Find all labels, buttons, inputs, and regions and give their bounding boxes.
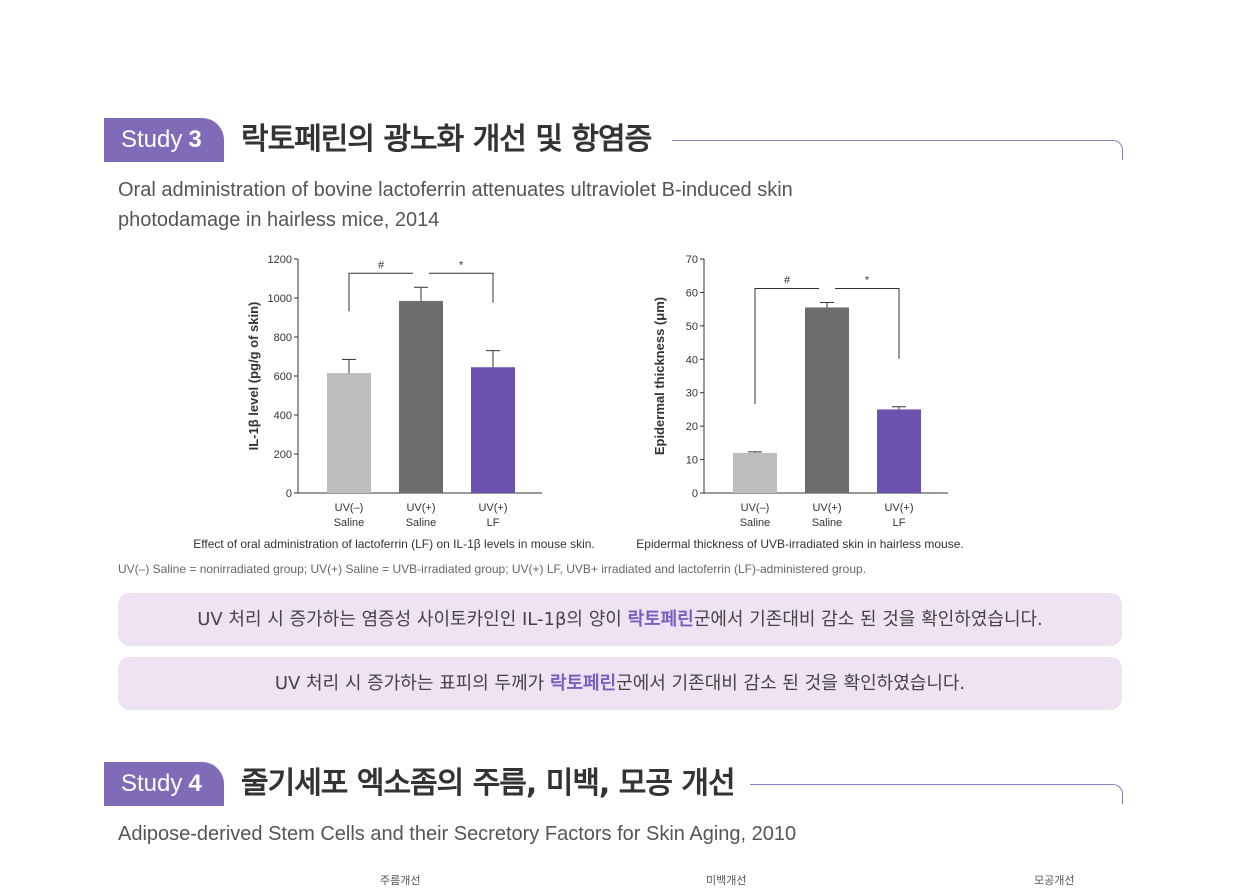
study4-badge-number: 4 xyxy=(188,770,202,797)
chart1-x-tick-sublabel: Saline xyxy=(334,517,365,529)
chart1-significance-bracket xyxy=(348,272,413,312)
chart1-y-tick-label: 0 xyxy=(286,488,292,500)
chart1-significance-bracket xyxy=(429,272,494,303)
chart2-x-tick-sublabel: LF xyxy=(893,517,906,529)
chart2-bar-1 xyxy=(733,452,777,493)
chart1-bar-2 xyxy=(399,300,443,493)
chart2-y-tick-label: 60 xyxy=(686,287,698,299)
chart1-y-tick-label: 1200 xyxy=(268,254,292,266)
chart1-y-tick-label: 800 xyxy=(274,332,292,344)
chart1-significance-label: # xyxy=(378,259,385,271)
chart2-y-tick-label: 40 xyxy=(686,354,698,366)
study3-title: 락토페린의 광노화 개선 및 항염증 xyxy=(241,122,652,157)
study3-paper-line1: Oral administration of bovine lactoferri… xyxy=(118,179,793,201)
chart2-x-tick-label: UV(+) xyxy=(884,502,913,514)
chart2-caption: Epidermal thickness of UVB-irradiated sk… xyxy=(636,537,963,551)
chart1-y-tick-label: 200 xyxy=(274,449,292,461)
chart1-x-tick-sublabel: LF xyxy=(487,517,500,529)
cut-label-wrinkle: 주름개선 xyxy=(380,874,421,887)
chart1-y-axis-label: IL-1β level (pg/g of skin) xyxy=(246,302,261,451)
callout-epidermis-text: UV 처리 시 증가하는 표피의 두께가 xyxy=(274,673,550,694)
chart2-x-tick-sublabel: Saline xyxy=(812,517,843,529)
chart1-caption: Effect of oral administration of lactofe… xyxy=(193,537,595,551)
chart2-y-tick-label: 50 xyxy=(686,321,698,333)
chart1-significance-label: * xyxy=(459,259,464,271)
study3-badge-label: Study xyxy=(121,126,183,153)
study3-title-rule xyxy=(672,140,1123,160)
callout-il1b-text: UV 처리 시 증가하는 염증성 사이토카인인 IL-1β의 양이 xyxy=(197,609,628,630)
callout-epidermis: UV 처리 시 증가하는 표피의 두께가 락토페린군에서 기존대비 감소 된 것… xyxy=(118,657,1122,710)
study4-paper-line1: Adipose-derived Stem Cells and their Sec… xyxy=(118,823,797,845)
chart1-bar-1 xyxy=(327,373,371,493)
chart2-y-tick-label: 70 xyxy=(686,254,698,266)
study3-badge-number: 3 xyxy=(188,126,202,153)
chart2-significance-label: * xyxy=(865,274,870,286)
callout-il1b-text-end: 군에서 기존대비 감소 된 것을 확인하였습니다. xyxy=(693,609,1043,630)
chart1-x-tick-label: UV(+) xyxy=(406,502,435,514)
chart1-x-tick-sublabel: Saline xyxy=(406,517,437,529)
chart2-significance-bracket xyxy=(754,287,819,404)
callout-il1b: UV 처리 시 증가하는 염증성 사이토카인인 IL-1β의 양이 락토페린군에… xyxy=(118,593,1122,646)
footnote: UV(–) Saline = nonirradiated group; UV(+… xyxy=(118,562,867,576)
chart2-significance-label: # xyxy=(784,274,791,286)
chart2-significance-bracket xyxy=(835,287,900,359)
study3-paper-title: Oral administration of bovine lactoferri… xyxy=(118,175,878,235)
study4-paper-title: Adipose-derived Stem Cells and their Sec… xyxy=(118,819,878,849)
chart1-x-tick-label: UV(+) xyxy=(478,502,507,514)
chart1-x-tick-label: UV(–) xyxy=(335,502,364,514)
chart2-x-tick-sublabel: Saline xyxy=(740,517,771,529)
chart2-y-axis-label: Epidermal thickness (μm) xyxy=(652,297,667,455)
chart2-x-tick-label: UV(+) xyxy=(812,502,841,514)
chart2-y-tick-label: 20 xyxy=(686,421,698,433)
study4-badge: Study 4 xyxy=(104,762,224,806)
callout-il1b-highlight: 락토페린 xyxy=(627,609,694,630)
study3-badge: Study 3 xyxy=(104,118,224,162)
study4-badge-label: Study xyxy=(121,770,183,797)
callout-epidermis-highlight: 락토페린 xyxy=(549,673,617,694)
chart1-bar-3 xyxy=(471,367,515,493)
chart2-bar-2 xyxy=(805,307,849,493)
chart2-x-tick-label: UV(–) xyxy=(741,502,770,514)
callout-epidermis-text-end: 군에서 기존대비 감소 된 것을 확인하였습니다. xyxy=(616,673,966,694)
chart1-y-tick-label: 600 xyxy=(274,371,292,383)
chart2-bar-3 xyxy=(877,409,921,493)
study4-title: 줄기세포 엑소좀의 주름, 미백, 모공 개선 xyxy=(241,766,736,801)
study4-header: Study 4 줄기세포 엑소좀의 주름, 미백, 모공 개선 xyxy=(104,762,1123,806)
study3-paper-line2: photodamage in hairless mice, 2014 xyxy=(118,209,440,231)
chart2-y-tick-label: 0 xyxy=(692,488,698,500)
chart2-y-tick-label: 10 xyxy=(686,455,698,467)
chart1-y-tick-label: 400 xyxy=(274,410,292,422)
chart1-y-tick-label: 1000 xyxy=(268,293,292,305)
chart2-y-tick-label: 30 xyxy=(686,388,698,400)
study3-header: Study 3 락토페린의 광노화 개선 및 항염증 xyxy=(104,118,1123,162)
cut-label-whitening: 미백개선 xyxy=(706,874,747,887)
study4-title-rule xyxy=(750,784,1123,804)
cut-label-pore: 모공개선 xyxy=(1034,874,1075,887)
